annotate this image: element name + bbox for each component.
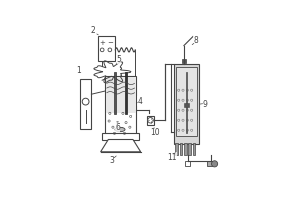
Circle shape [100, 48, 104, 52]
Circle shape [212, 161, 218, 167]
Bar [176, 67, 197, 136]
Bar [184, 103, 189, 107]
Bar [184, 143, 187, 155]
Bar [80, 79, 92, 129]
Text: 9: 9 [203, 100, 208, 109]
Text: 11: 11 [167, 153, 176, 162]
Text: +: + [99, 40, 105, 46]
Bar [182, 59, 186, 62]
Bar [125, 72, 127, 114]
Text: −: − [107, 40, 113, 46]
Text: 10: 10 [150, 128, 159, 137]
Bar [174, 64, 199, 144]
Text: 6: 6 [115, 123, 120, 132]
Bar [106, 77, 136, 113]
Bar [147, 116, 154, 125]
Text: 1: 1 [76, 66, 81, 75]
Text: 8: 8 [194, 36, 199, 45]
Bar [180, 143, 182, 155]
Bar [207, 161, 211, 166]
Bar [188, 143, 191, 155]
Bar [186, 72, 187, 133]
Bar [115, 72, 116, 114]
Polygon shape [100, 140, 141, 152]
Bar [185, 161, 190, 166]
Bar [193, 143, 195, 155]
Bar [102, 133, 139, 140]
Circle shape [148, 117, 153, 123]
Circle shape [108, 48, 112, 52]
Text: 3: 3 [109, 156, 114, 165]
Text: 4: 4 [137, 97, 142, 106]
Bar [105, 76, 136, 135]
Text: 2: 2 [91, 26, 95, 35]
Bar [98, 36, 115, 61]
Ellipse shape [115, 127, 125, 132]
Circle shape [82, 98, 89, 105]
Bar [175, 143, 178, 155]
Text: 5: 5 [116, 55, 121, 64]
